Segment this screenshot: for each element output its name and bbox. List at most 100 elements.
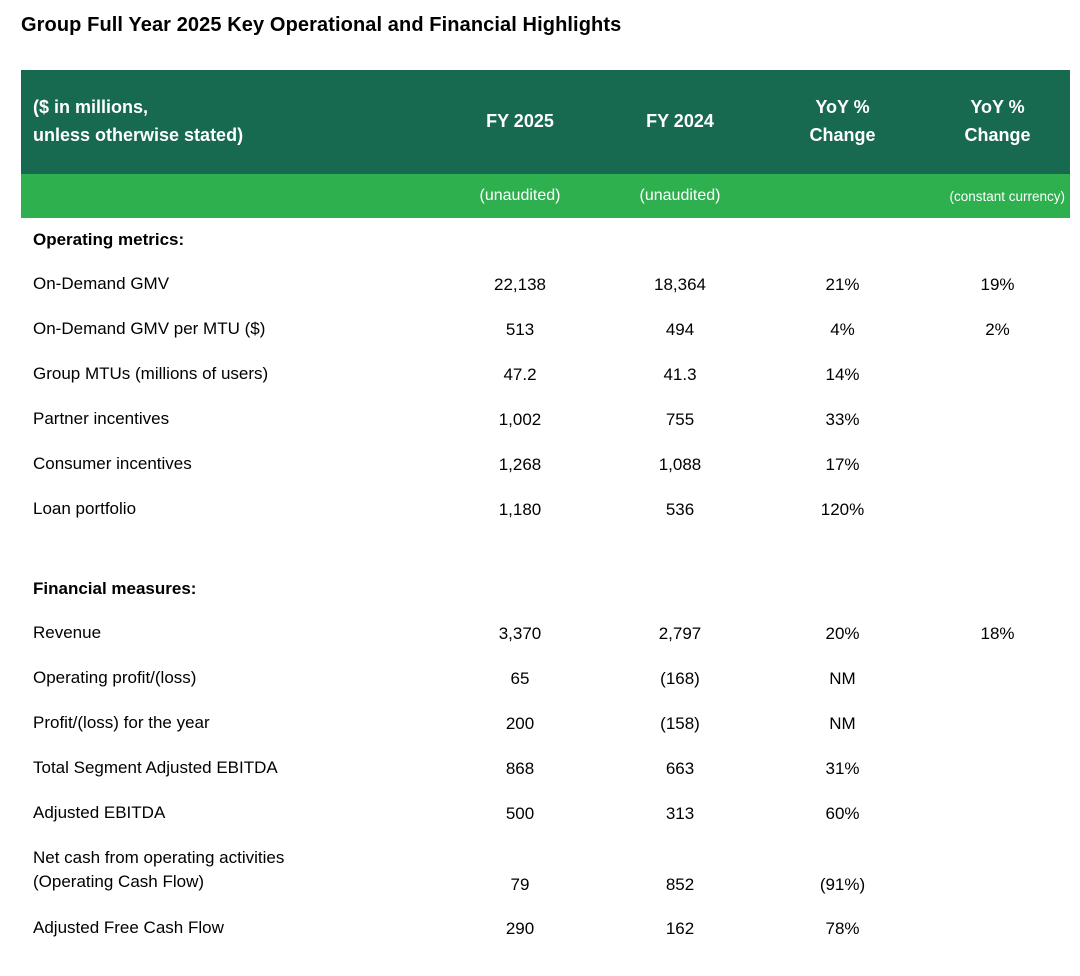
cell-fy2025: 79	[510, 875, 530, 894]
cell-fy2025: 500	[505, 803, 535, 823]
cell-yoy-change: NM	[829, 668, 856, 688]
units-note-line1: ($ in millions,	[33, 97, 149, 118]
table-row: Revenue 3,370 2,797 20% 18%	[21, 611, 1070, 656]
cell-fy2025: 1,002	[498, 409, 542, 429]
spacer-cell	[21, 532, 1070, 567]
cell-yoy-change: 120%	[820, 499, 865, 519]
subheader-label-blank	[21, 174, 440, 218]
row-label: Consumer incentives	[33, 454, 192, 474]
table-row: Consumer incentives 1,268 1,088 17%	[21, 442, 1070, 487]
cell-yoy-change: 4%	[830, 319, 855, 339]
cell-yoy-change-cc	[925, 701, 1070, 746]
cell-yoy-change-cc	[925, 906, 1070, 951]
cell-fy2024: 313	[665, 803, 695, 823]
cell-yoy-change: 20%	[825, 623, 860, 643]
section-title: Financial measures:	[33, 578, 197, 598]
table-subheader-row: (unaudited) (unaudited) (constant curren…	[21, 174, 1070, 218]
table-row: Partner incentives 1,002 755 33%	[21, 397, 1070, 442]
table-row: Adjusted Free Cash Flow 290 162 78%	[21, 906, 1070, 951]
cell-yoy-change: 14%	[825, 364, 860, 384]
cell-yoy-change-cc	[925, 352, 1070, 397]
table-row: Group MTUs (millions of users) 47.2 41.3 14…	[21, 352, 1070, 397]
cell-fy2024: 852	[665, 875, 695, 894]
cell-yoy-change-cc: 18%	[980, 623, 1015, 643]
section-title-row: Financial measures:	[21, 567, 1070, 611]
cell-yoy-change-cc	[925, 656, 1070, 701]
cell-yoy-change-cc	[925, 836, 1070, 906]
table-row: On-Demand GMV 22,138 18,364 21% 19%	[21, 262, 1070, 307]
units-note-line2: unless otherwise stated)	[33, 125, 244, 145]
cell-yoy-change-cc	[925, 487, 1070, 532]
cell-fy2024: 18,364	[654, 274, 706, 294]
row-label: On-Demand GMV	[33, 274, 170, 294]
yoy-cc-line1: YoY %	[970, 97, 1025, 118]
row-label: Partner incentives	[33, 409, 170, 429]
cell-fy2024: (168)	[660, 668, 700, 688]
subheader-constant-currency: (constant currency)	[925, 174, 1070, 218]
cell-fy2025: 47.2	[503, 364, 537, 384]
cell-fy2024: 755	[665, 409, 695, 429]
cell-fy2025: 22,138	[494, 274, 546, 294]
cell-fy2024: 494	[665, 319, 695, 339]
cell-fy2025: 3,370	[498, 623, 542, 643]
col-header-yoy-change-cc: YoY % Change	[925, 70, 1070, 174]
cell-fy2025: 1,180	[498, 499, 542, 519]
cell-fy2025: 290	[505, 918, 535, 938]
cell-yoy-change-cc	[925, 442, 1070, 487]
yoy-line1: YoY %	[815, 97, 870, 118]
row-label: Adjusted EBITDA	[33, 803, 166, 823]
cell-yoy-change: 60%	[825, 803, 860, 823]
page-title: Group Full Year 2025 Key Operational and…	[21, 14, 622, 36]
table-row: On-Demand GMV per MTU ($) 513 494 4% 2%	[21, 307, 1070, 352]
table-row: Net cash from operating activities (Oper…	[21, 836, 1070, 906]
units-note-header: ($ in millions, unless otherwise stated)	[21, 70, 440, 174]
cell-fy2024: 1,088	[658, 454, 702, 474]
cell-yoy-change-cc	[925, 397, 1070, 442]
cell-fy2024: 663	[665, 758, 695, 778]
row-label: On-Demand GMV per MTU ($)	[33, 319, 266, 339]
cell-fy2025: 1,268	[498, 454, 542, 474]
cell-fy2025: 65	[510, 668, 530, 688]
cell-fy2025: 868	[505, 758, 535, 778]
yoy-line2: Change	[809, 125, 876, 145]
col-header-fy2024: FY 2024	[600, 70, 760, 174]
yoy-cc-line2: Change	[964, 125, 1031, 145]
row-label: Loan portfolio	[33, 499, 137, 519]
row-label: Group MTUs (millions of users)	[33, 364, 269, 384]
cell-yoy-change: NM	[829, 713, 856, 733]
row-label: Net cash from operating activities (Oper…	[33, 847, 285, 892]
cell-yoy-change-cc	[925, 746, 1070, 791]
col-header-yoy-change: YoY % Change	[760, 70, 925, 174]
table-head: ($ in millions, unless otherwise stated) …	[21, 70, 1070, 218]
highlights-table: ($ in millions, unless otherwise stated) …	[21, 70, 1070, 951]
cell-fy2024: 162	[665, 918, 695, 938]
cell-yoy-change: 78%	[825, 918, 860, 938]
cell-fy2024: 41.3	[663, 364, 697, 384]
cell-yoy-change-cc	[925, 791, 1070, 836]
table-row: Operating profit/(loss) 65 (168) NM	[21, 656, 1070, 701]
subheader-fy2024-unaudited: (unaudited)	[600, 174, 760, 218]
col-header-fy2025: FY 2025	[440, 70, 600, 174]
section-title-row: Operating metrics:	[21, 218, 1070, 262]
table-row: Profit/(loss) for the year 200 (158) NM	[21, 701, 1070, 746]
cell-fy2024: (158)	[660, 713, 700, 733]
row-label: Operating profit/(loss)	[33, 668, 197, 688]
section-title: Operating metrics:	[33, 229, 185, 249]
table-row: Loan portfolio 1,180 536 120%	[21, 487, 1070, 532]
table-row: Total Segment Adjusted EBITDA 868 663 31%	[21, 746, 1070, 791]
table-row: Adjusted EBITDA 500 313 60%	[21, 791, 1070, 836]
cell-yoy-change: 31%	[825, 758, 860, 778]
row-label: Total Segment Adjusted EBITDA	[33, 758, 278, 778]
cell-yoy-change: 33%	[825, 409, 860, 429]
cell-fy2025: 200	[505, 713, 535, 733]
cell-fy2024: 2,797	[658, 623, 702, 643]
cell-yoy-change: 17%	[825, 454, 860, 474]
subheader-fy2025-unaudited: (unaudited)	[440, 174, 600, 218]
row-label: Profit/(loss) for the year	[33, 713, 210, 733]
cell-yoy-change: 21%	[825, 274, 860, 294]
table-header-row: ($ in millions, unless otherwise stated) …	[21, 70, 1070, 174]
row-label: Adjusted Free Cash Flow	[33, 918, 224, 938]
section-spacer	[21, 532, 1070, 567]
table-body: Operating metrics: On-Demand GMV 22,138 18,…	[21, 218, 1070, 951]
